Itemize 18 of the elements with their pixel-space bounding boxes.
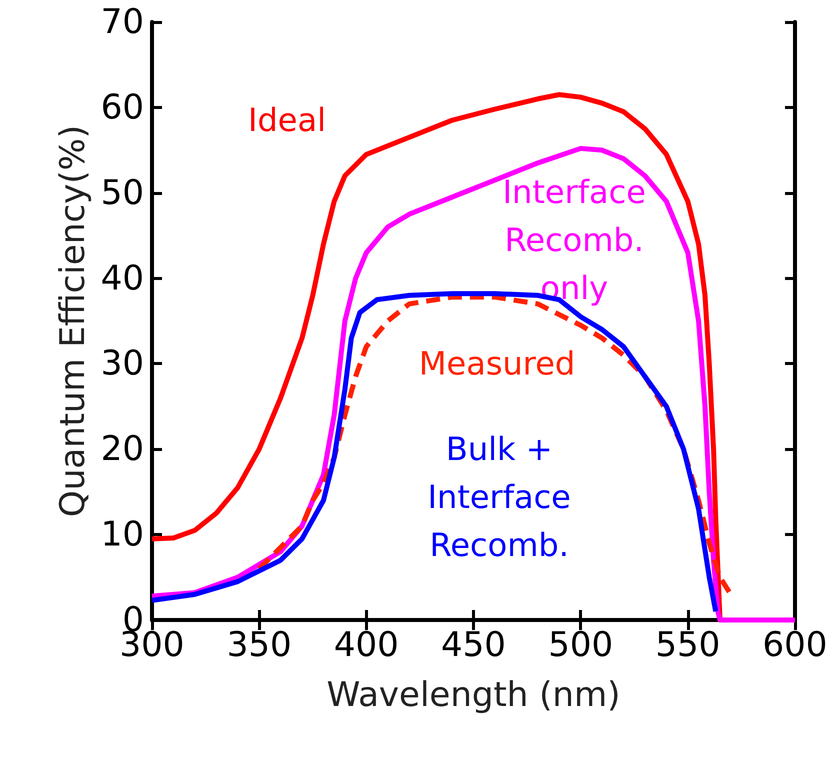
series-label: Ideal (248, 101, 326, 140)
x-tick-label: 450 (441, 625, 506, 665)
y-tick-label: 50 (100, 172, 144, 213)
y-axis-title: Quantum Efficiency(%) (52, 124, 93, 518)
y-tick-label: 20 (100, 429, 144, 470)
x-tick-label: 500 (548, 625, 614, 665)
x-tick-label: 600 (762, 625, 828, 665)
series-label: Measured (418, 344, 576, 383)
x-tick-label: 400 (334, 625, 399, 665)
x-tick-label: 350 (226, 625, 292, 665)
text: Bulk + Interface Recomb. (428, 430, 571, 564)
y-tick-label: 60 (100, 87, 144, 128)
y-tick-label: 10 (100, 514, 144, 555)
y-tick-label: 70 (100, 2, 144, 42)
y-tick-label: 30 (100, 344, 144, 384)
x-axis-title: Wavelength (nm) (326, 675, 620, 715)
y-tick-label: 40 (100, 258, 144, 298)
x-tick-label: 550 (655, 625, 720, 665)
